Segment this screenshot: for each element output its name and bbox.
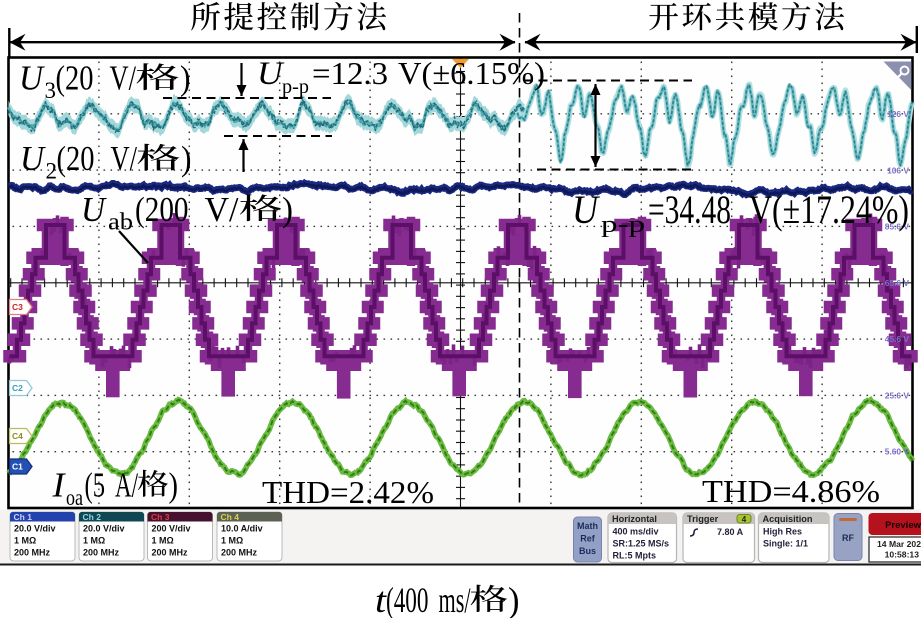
svg-text:RF: RF xyxy=(842,533,854,543)
svg-text:200 MHz: 200 MHz xyxy=(221,548,258,558)
svg-text:U: U xyxy=(572,187,601,232)
svg-text:Math: Math xyxy=(577,521,598,531)
svg-text:65.6 V: 65.6 V xyxy=(885,278,910,288)
svg-text:14 Mar 202: 14 Mar 202 xyxy=(877,539,921,549)
svg-text:126 V: 126 V xyxy=(887,109,909,119)
svg-text:U: U xyxy=(257,56,285,92)
svg-text:25.6 V: 25.6 V xyxy=(885,391,910,401)
svg-text:(20: (20 xyxy=(56,59,94,98)
svg-text:7.80 A: 7.80 A xyxy=(717,527,744,537)
svg-text:ms/: ms/ xyxy=(439,580,471,618)
svg-text:C4: C4 xyxy=(12,431,23,441)
svg-text:20.0 V/div: 20.0 V/div xyxy=(83,524,125,534)
svg-text:3: 3 xyxy=(45,78,57,103)
svg-text:Ch 4: Ch 4 xyxy=(221,512,240,522)
svg-text:I: I xyxy=(51,466,66,505)
svg-text:1 MΩ: 1 MΩ xyxy=(152,536,174,546)
svg-text:Single: 1/1: Single: 1/1 xyxy=(763,539,808,549)
svg-text:200 MHz: 200 MHz xyxy=(152,548,189,558)
svg-text:): ) xyxy=(282,190,293,229)
svg-text:A/: A/ xyxy=(115,466,138,505)
svg-text:p-p: p-p xyxy=(601,212,645,238)
svg-text:p-p: p-p xyxy=(282,77,309,98)
svg-text:Acquisition: Acquisition xyxy=(763,514,813,524)
svg-text:V/: V/ xyxy=(205,190,239,229)
svg-text:RL:5 Mpts: RL:5 Mpts xyxy=(613,551,657,561)
svg-text:V(±6.15%): V(±6.15%) xyxy=(398,55,545,91)
svg-text:10:58:13: 10:58:13 xyxy=(885,550,920,560)
svg-text:4: 4 xyxy=(742,515,747,524)
svg-text:200 MHz: 200 MHz xyxy=(83,548,120,558)
svg-text:1 MΩ: 1 MΩ xyxy=(221,536,243,546)
svg-text:Bus: Bus xyxy=(579,546,596,556)
svg-text:(200: (200 xyxy=(135,190,189,229)
svg-text:V/: V/ xyxy=(111,139,138,178)
svg-text:oa: oa xyxy=(66,485,83,510)
svg-text:200 MHz: 200 MHz xyxy=(14,548,51,558)
svg-text:20.0 V/div: 20.0 V/div xyxy=(14,524,56,534)
svg-text:t: t xyxy=(375,580,387,618)
svg-text:=34.48: =34.48 xyxy=(648,187,731,232)
svg-text:U: U xyxy=(81,190,108,229)
svg-text:(5: (5 xyxy=(85,466,106,505)
svg-text:C2: C2 xyxy=(12,383,23,393)
svg-text:V/: V/ xyxy=(110,59,137,98)
svg-text:Preview: Preview xyxy=(885,520,921,531)
svg-text:(20: (20 xyxy=(57,139,95,178)
svg-text:SR:1.25 MS/s: SR:1.25 MS/s xyxy=(613,539,670,549)
svg-text:): ) xyxy=(508,580,520,618)
svg-text:1 MΩ: 1 MΩ xyxy=(14,536,36,546)
svg-text:U: U xyxy=(20,139,47,178)
svg-text:V(±17.24%): V(±17.24%) xyxy=(749,187,909,232)
svg-text:Ch 1: Ch 1 xyxy=(14,512,33,522)
svg-text:1 MΩ: 1 MΩ xyxy=(83,536,105,546)
svg-text:THD=4.86%: THD=4.86% xyxy=(702,473,880,509)
svg-text:Ref: Ref xyxy=(580,534,596,544)
svg-text:2: 2 xyxy=(46,159,58,184)
svg-text:): ) xyxy=(181,139,192,178)
svg-text:45.6 V: 45.6 V xyxy=(885,334,910,344)
svg-text:=12.3: =12.3 xyxy=(312,55,388,91)
svg-text:106 V: 106 V xyxy=(887,166,909,176)
svg-text:Horizontal: Horizontal xyxy=(612,514,657,524)
svg-text:U: U xyxy=(19,59,46,98)
svg-text:Ch 2: Ch 2 xyxy=(83,512,102,522)
svg-text:Ch 3: Ch 3 xyxy=(151,512,170,522)
svg-text:): ) xyxy=(180,59,191,98)
svg-text:(400: (400 xyxy=(386,580,429,618)
svg-text:THD=2.42%: THD=2.42% xyxy=(262,474,434,510)
svg-text:C1: C1 xyxy=(12,462,23,472)
svg-text:C3: C3 xyxy=(12,302,23,312)
svg-text:): ) xyxy=(169,466,179,505)
svg-text:400 ms/div: 400 ms/div xyxy=(613,527,659,537)
svg-text:High Res: High Res xyxy=(763,527,802,537)
svg-text:200 V/div: 200 V/div xyxy=(152,524,191,534)
svg-text:10.0 A/div: 10.0 A/div xyxy=(221,524,263,534)
svg-text:Trigger: Trigger xyxy=(687,514,719,524)
svg-text:5.60 V: 5.60 V xyxy=(885,447,910,457)
svg-text:85.6 V: 85.6 V xyxy=(885,222,910,232)
